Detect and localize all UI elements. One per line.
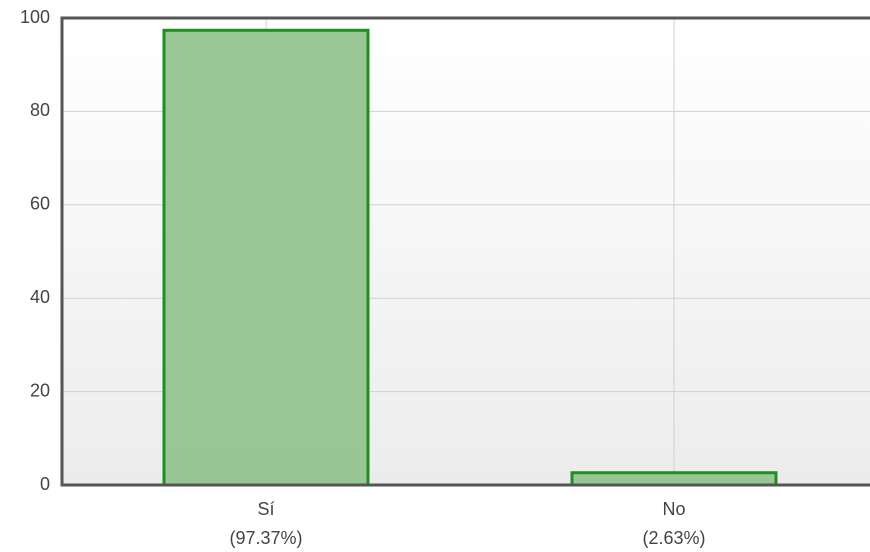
x-tick-label: Sí [257, 499, 274, 519]
axes [60, 16, 870, 487]
y-tick-label: 100 [20, 7, 50, 27]
chart-layer [62, 17, 870, 487]
bar [570, 471, 778, 487]
value-label: (97.37%) [229, 528, 302, 548]
y-tick-label: 80 [30, 100, 50, 120]
y-tick-label: 60 [30, 194, 50, 214]
bar [162, 28, 370, 487]
value-label: (2.63%) [642, 528, 705, 548]
y-tick-label: 40 [30, 287, 50, 307]
x-tick-label: No [662, 499, 685, 519]
y-tick-label: 0 [40, 474, 50, 494]
y-tick-label: 20 [30, 380, 50, 400]
